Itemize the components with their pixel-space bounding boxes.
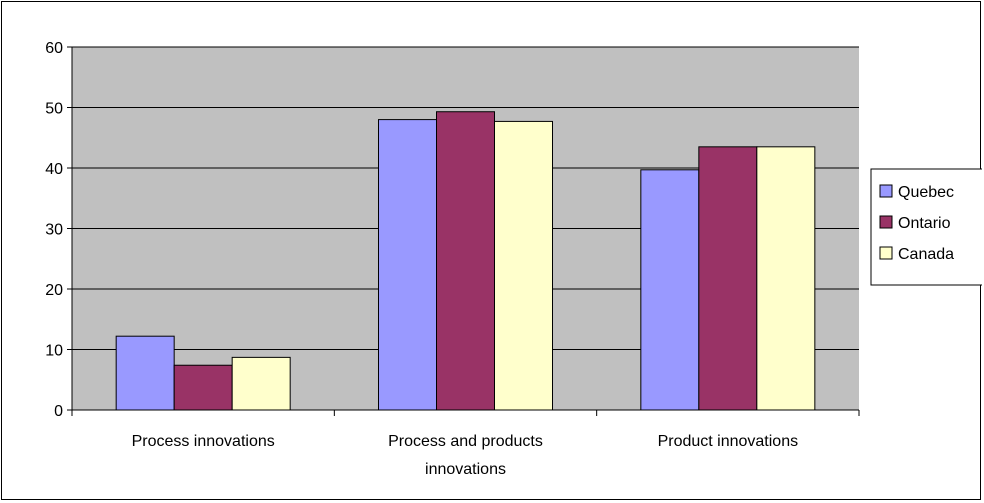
y-tick-label: 50	[45, 101, 63, 118]
bar-canada-2	[757, 147, 815, 410]
category-label: Process and products	[388, 433, 543, 450]
category-label: innovations	[425, 461, 506, 478]
legend-swatch-ontario	[880, 216, 892, 228]
legend: Quebec Ontario Canada	[871, 169, 982, 285]
bar-canada-0	[232, 357, 290, 410]
y-tick-label: 10	[45, 343, 63, 360]
legend-label-quebec: Quebec	[898, 184, 954, 201]
bar-ontario-1	[437, 112, 495, 410]
y-tick-label: 40	[45, 161, 63, 178]
bar-ontario-0	[174, 365, 232, 410]
x-axis-labels: Process innovations Process and products i…	[132, 433, 799, 478]
bar-canada-1	[495, 121, 553, 410]
bar-quebec-0	[116, 336, 174, 410]
y-tick-label: 20	[45, 282, 63, 299]
bar-ontario-2	[699, 147, 757, 410]
bar-quebec-1	[379, 120, 437, 410]
category-label: Process innovations	[132, 433, 275, 450]
legend-label-ontario: Ontario	[898, 215, 951, 232]
category-label: Product innovations	[658, 433, 799, 450]
y-axis-ticks: 0 10 20 30 40 50 60	[45, 40, 72, 420]
legend-label-canada: Canada	[898, 246, 954, 263]
legend-swatch-canada	[880, 247, 892, 259]
y-tick-label: 0	[54, 403, 63, 420]
bar-quebec-2	[641, 170, 699, 410]
legend-swatch-quebec	[880, 185, 892, 197]
y-tick-label: 60	[45, 40, 63, 57]
y-tick-label: 30	[45, 222, 63, 239]
